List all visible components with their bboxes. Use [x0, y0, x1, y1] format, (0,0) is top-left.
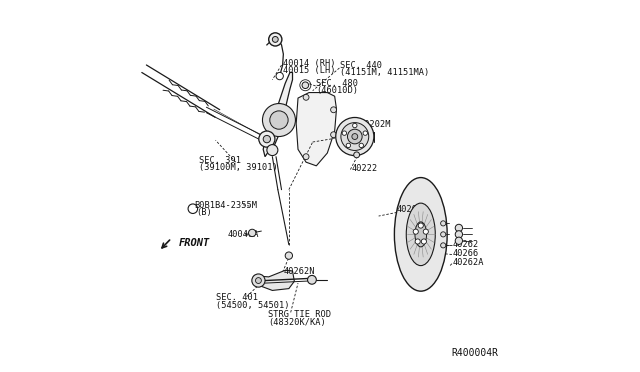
Circle shape — [285, 252, 292, 259]
Text: 40262N: 40262N — [284, 266, 315, 276]
Circle shape — [353, 124, 357, 128]
Circle shape — [440, 221, 446, 226]
Circle shape — [267, 145, 278, 155]
Circle shape — [336, 118, 374, 155]
Circle shape — [252, 274, 265, 287]
Text: 40202M: 40202M — [360, 120, 391, 129]
Circle shape — [276, 73, 284, 80]
Circle shape — [413, 229, 419, 234]
Text: STRG TIE ROD: STRG TIE ROD — [268, 311, 331, 320]
Circle shape — [455, 231, 463, 238]
Text: 40262: 40262 — [452, 240, 479, 249]
Text: 40207: 40207 — [397, 205, 423, 214]
Circle shape — [352, 134, 358, 140]
Text: B0B1B4-2355M: B0B1B4-2355M — [195, 201, 258, 209]
Circle shape — [341, 123, 369, 150]
Circle shape — [331, 107, 337, 113]
Circle shape — [259, 131, 275, 147]
Text: FRONT: FRONT — [179, 238, 210, 248]
Circle shape — [308, 275, 316, 284]
Text: 40262A: 40262A — [452, 259, 484, 267]
Circle shape — [359, 143, 364, 148]
Circle shape — [423, 229, 428, 234]
Text: 40266: 40266 — [452, 249, 479, 258]
Text: SEC. 401: SEC. 401 — [216, 293, 257, 302]
Polygon shape — [296, 93, 337, 166]
Circle shape — [273, 36, 278, 42]
Circle shape — [363, 131, 367, 135]
Circle shape — [455, 224, 463, 232]
Circle shape — [354, 152, 360, 158]
Text: (41151M, 41151MA): (41151M, 41151MA) — [340, 68, 429, 77]
Text: (B): (B) — [196, 208, 212, 217]
Text: (48320K/KA): (48320K/KA) — [268, 318, 326, 327]
Circle shape — [440, 243, 446, 248]
Circle shape — [346, 143, 351, 148]
Text: 40040A: 40040A — [228, 230, 259, 239]
Circle shape — [303, 94, 309, 100]
Circle shape — [262, 103, 296, 137]
Circle shape — [303, 154, 309, 160]
Circle shape — [263, 135, 271, 143]
Text: SEC. 391: SEC. 391 — [199, 156, 241, 165]
Ellipse shape — [394, 177, 447, 291]
Circle shape — [342, 131, 346, 135]
Text: 40222: 40222 — [351, 164, 378, 173]
Text: (46010D): (46010D) — [316, 86, 358, 95]
Text: 40015 (LH): 40015 (LH) — [284, 66, 336, 75]
Circle shape — [248, 229, 256, 237]
Circle shape — [348, 129, 362, 144]
Circle shape — [418, 223, 423, 228]
Circle shape — [455, 237, 463, 244]
Ellipse shape — [406, 203, 435, 266]
Circle shape — [255, 278, 261, 283]
Circle shape — [331, 132, 337, 138]
Text: SEC. 480: SEC. 480 — [316, 79, 358, 88]
Text: SEC. 440: SEC. 440 — [340, 61, 382, 70]
Polygon shape — [254, 270, 294, 291]
Text: R400004R: R400004R — [452, 348, 499, 358]
Circle shape — [421, 239, 426, 244]
Text: 40014 (RH): 40014 (RH) — [284, 59, 336, 68]
Circle shape — [440, 232, 446, 237]
Text: (39100M, 39101): (39100M, 39101) — [199, 163, 278, 172]
Circle shape — [415, 239, 420, 244]
Text: (54500, 54501): (54500, 54501) — [216, 301, 289, 310]
Circle shape — [269, 33, 282, 46]
Polygon shape — [263, 73, 292, 157]
Circle shape — [270, 111, 288, 129]
Ellipse shape — [415, 222, 427, 247]
Circle shape — [302, 82, 308, 89]
